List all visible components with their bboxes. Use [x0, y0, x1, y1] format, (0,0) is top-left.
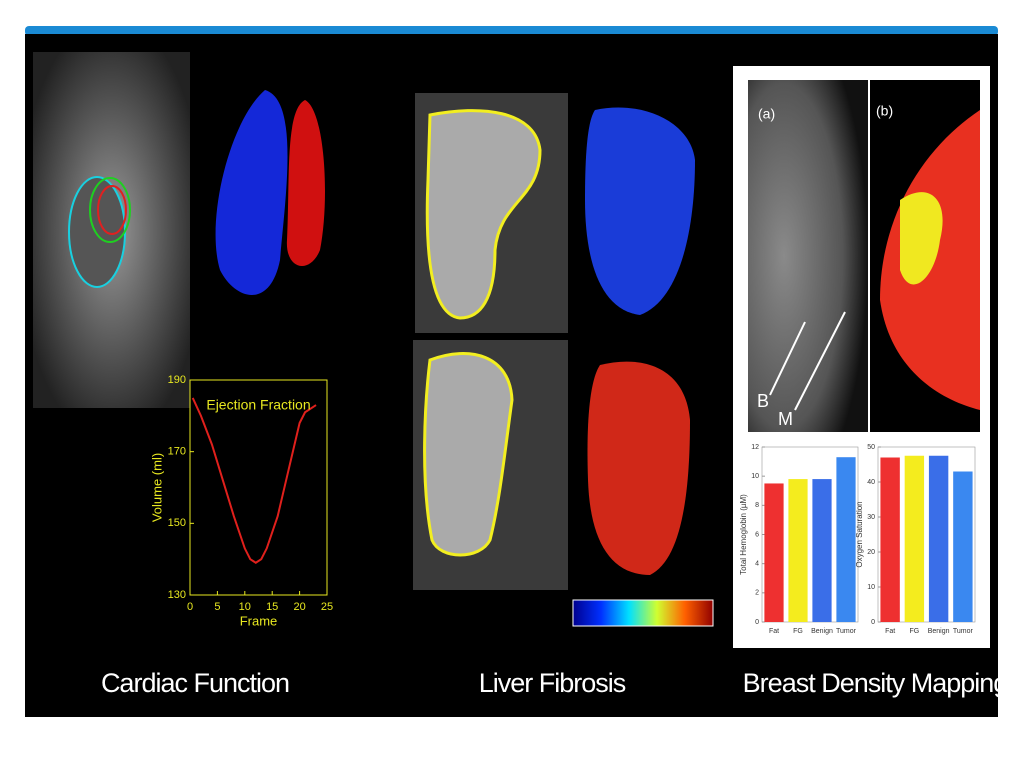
caption: Liver Fibrosis — [479, 668, 626, 698]
y-axis-label: Volume (ml) — [149, 453, 164, 522]
y-tick-label: 8 — [755, 502, 759, 509]
x-tick-label: Fat — [885, 628, 895, 635]
x-tick-label: 10 — [239, 601, 251, 613]
bar — [928, 455, 949, 622]
bar — [836, 457, 856, 622]
x-tick-label: 5 — [214, 601, 220, 613]
bar — [953, 471, 973, 622]
y-tick-label: 20 — [867, 549, 875, 556]
liver-contour — [425, 109, 542, 320]
stiffness-map-top — [585, 107, 695, 315]
panel-label: M — [778, 409, 793, 429]
y-tick-label: 0 — [755, 619, 759, 626]
bar — [764, 483, 784, 622]
y-tick-label: 12 — [751, 444, 759, 451]
caption: Cardiac Function — [101, 668, 289, 698]
y-tick-label: 170 — [168, 446, 186, 458]
x-tick-label: 15 — [266, 601, 278, 613]
volume-line — [191, 397, 317, 564]
x-tick-label: Fat — [769, 628, 779, 635]
y-tick-label: 4 — [755, 561, 759, 568]
y-tick-label: 50 — [867, 444, 875, 451]
y-tick-label: 10 — [751, 473, 759, 480]
contour — [89, 177, 131, 243]
x-tick-label: Tumor — [953, 628, 974, 635]
arrow — [794, 311, 846, 411]
density-map-fg — [900, 192, 943, 285]
heart-3d-lv — [286, 100, 325, 267]
x-tick-label: 25 — [321, 601, 333, 613]
y-tick-label: 0 — [871, 619, 875, 626]
arrow — [769, 321, 806, 396]
y-tick-label: 10 — [867, 584, 875, 591]
mammogram — [748, 80, 868, 432]
bar — [812, 479, 832, 622]
caption: Breast Density Mapping — [743, 668, 1008, 698]
x-tick-label: 0 — [187, 601, 193, 613]
y-tick-label: 30 — [867, 514, 875, 521]
x-tick-label: 20 — [293, 601, 305, 613]
x-tick-label: Benign — [811, 628, 833, 635]
x-tick-label: FG — [793, 628, 803, 635]
panel-label: (b) — [876, 103, 893, 119]
y-tick-label: 190 — [168, 374, 186, 386]
bar — [788, 479, 808, 622]
y-tick-label: 150 — [168, 517, 186, 529]
heart-3d-rv — [215, 90, 288, 295]
plot-frame — [189, 379, 328, 596]
y-axis-label: Total Hemoglobin (µM) — [739, 494, 748, 575]
y-tick-label: 40 — [867, 479, 875, 486]
panel-label: (a) — [758, 106, 775, 122]
x-tick-label: Tumor — [836, 628, 857, 635]
y-tick-label: 2 — [755, 590, 759, 597]
liver-contour — [423, 352, 514, 557]
x-tick-label: Benign — [928, 628, 950, 635]
bar — [904, 455, 925, 622]
y-tick-label: 6 — [755, 531, 759, 538]
stiffness-map-bottom — [587, 361, 690, 575]
header-bar — [25, 26, 998, 36]
plot-frame — [877, 446, 976, 623]
chart-title: Ejection Fraction — [206, 397, 310, 413]
panel-label: B — [757, 391, 769, 411]
y-axis-label: Oxygen Saturation — [855, 501, 864, 567]
color-scale — [572, 599, 714, 627]
contour — [97, 185, 127, 235]
y-tick-label: 130 — [168, 589, 186, 601]
x-tick-label: FG — [910, 628, 920, 635]
bar — [880, 457, 900, 622]
x-axis-label: Frame — [240, 613, 278, 628]
